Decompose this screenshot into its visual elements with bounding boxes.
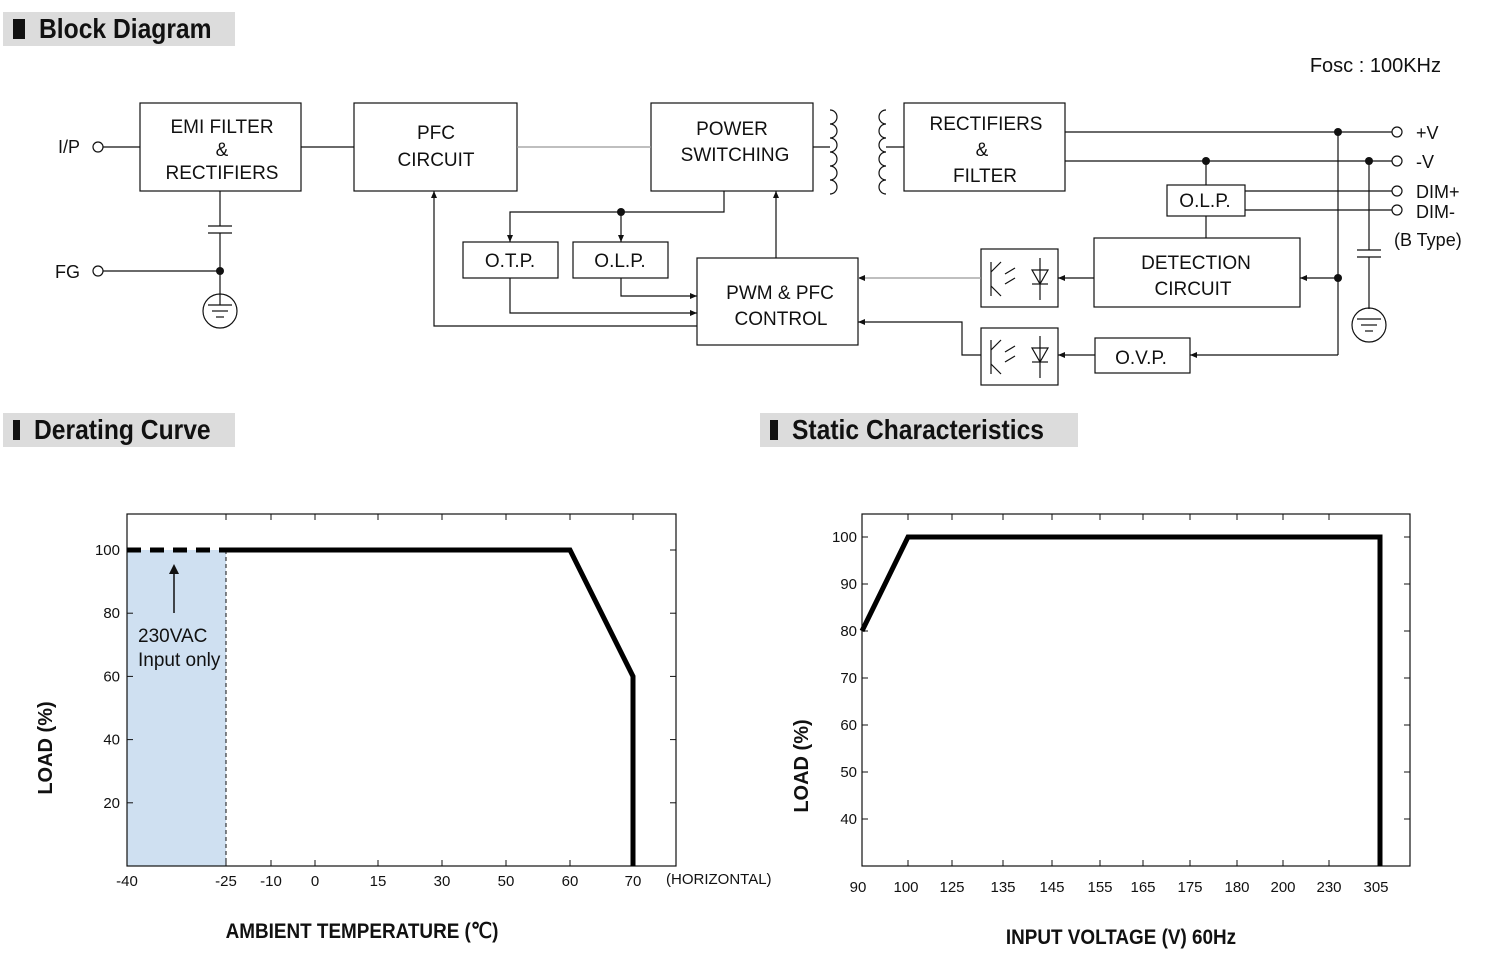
ground-icon xyxy=(1351,307,1387,343)
vminus-terminal xyxy=(1391,155,1403,167)
y-tick-label: 100 xyxy=(832,529,857,546)
input-terminal xyxy=(92,141,104,153)
x-tick-label: 50 xyxy=(498,873,515,890)
x-axis-label: AMBIENT TEMPERATURE (℃) xyxy=(226,920,499,943)
x-tick-label: -10 xyxy=(260,873,282,890)
annotation-line-1: 230VAC xyxy=(138,626,207,647)
y-tick-label: 50 xyxy=(840,764,857,781)
section-header-static-characteristics: Static Characteristics xyxy=(760,413,1078,447)
power-label-2: SWITCHING xyxy=(681,145,790,166)
y-tick-label: 40 xyxy=(840,811,857,828)
pfc-label-2: CIRCUIT xyxy=(397,150,474,171)
section-title: Derating Curve xyxy=(34,414,211,445)
dimminus-label: DIM- xyxy=(1416,202,1455,222)
detection-label-2: CIRCUIT xyxy=(1154,279,1231,300)
emi-label-2: & xyxy=(216,140,229,161)
x-tick-label: 305 xyxy=(1363,879,1388,896)
block-diagram: Fosc : 100KHz I/P FG EMI FILTER & RECTIF… xyxy=(55,55,1462,386)
x-tick-label: 15 xyxy=(370,873,387,890)
annotation-arrowhead xyxy=(169,564,179,574)
derating-curve-chart: -40 -25 -10 0 15 30 50 60 70 (HORIZONTAL) 100 80 60 4… xyxy=(35,513,772,943)
rect-label-2: & xyxy=(976,140,989,161)
x-tick-label: 145 xyxy=(1039,879,1064,896)
vminus-label: -V xyxy=(1416,152,1434,172)
fg-label: FG xyxy=(55,262,80,282)
x-tick-label: 30 xyxy=(434,873,451,890)
section-title: Block Diagram xyxy=(38,13,212,44)
optocoupler-glyph xyxy=(990,258,1050,300)
ovp-label: O.V.P. xyxy=(1115,348,1167,369)
x-axis-label: INPUT VOLTAGE (V) 60Hz xyxy=(1006,926,1236,949)
pwm-label-2: CONTROL xyxy=(735,309,828,330)
x-tick-label: 155 xyxy=(1087,879,1112,896)
pfc-circuit-box xyxy=(353,102,518,192)
annotation-line-2: Input only xyxy=(138,650,221,671)
x-tick-label: 100 xyxy=(893,879,918,896)
olp-output-label: O.L.P. xyxy=(1179,191,1230,212)
section-header-derating-curve: Derating Curve xyxy=(3,413,235,447)
pwm-label-1: PWM & PFC xyxy=(726,283,834,304)
square-bullet-icon xyxy=(13,19,25,39)
detection-circuit-box xyxy=(1093,237,1301,308)
shaded-region xyxy=(127,550,226,866)
static-characteristics-chart: 90 100 125 135 145 155 165 175 180 200 230 305 100 90… xyxy=(791,513,1411,949)
square-bullet-icon xyxy=(13,420,21,440)
series-line xyxy=(226,547,636,866)
section-header-block-diagram: Block Diagram xyxy=(3,12,235,46)
x-tick-label: -25 xyxy=(215,873,237,890)
series-line xyxy=(859,534,1383,866)
dimplus-terminal xyxy=(1391,185,1403,197)
optocoupler-1 xyxy=(980,248,1059,308)
dimminus-terminal xyxy=(1391,204,1403,216)
rect-label-1: RECTIFIERS xyxy=(930,114,1043,135)
x-tick-label: 0 xyxy=(311,873,319,890)
dimplus-label: DIM+ xyxy=(1416,182,1460,202)
emi-label-1: EMI FILTER xyxy=(170,117,273,138)
y-tick-label: 80 xyxy=(103,605,120,622)
emi-label-3: RECTIFIERS xyxy=(166,163,279,184)
plot-frame xyxy=(861,513,1411,867)
x-tick-label: 165 xyxy=(1130,879,1155,896)
optocoupler-glyph xyxy=(990,336,1050,378)
vplus-terminal xyxy=(1391,126,1403,138)
y-tick-label: 80 xyxy=(840,623,857,640)
y-axis-label: LOAD (%) xyxy=(35,701,57,794)
x-tick-label: -40 xyxy=(116,873,138,890)
pfc-label-1: PFC xyxy=(417,123,455,144)
y-tick-label: 40 xyxy=(103,732,120,749)
x-tick-label: 175 xyxy=(1177,879,1202,896)
y-tick-label: 100 xyxy=(95,542,120,559)
y-tick-label: 60 xyxy=(840,717,857,734)
x-tick-label: 200 xyxy=(1270,879,1295,896)
vplus-label: +V xyxy=(1416,123,1439,143)
x-tick-label: 180 xyxy=(1224,879,1249,896)
section-title: Static Characteristics xyxy=(791,414,1044,445)
pwm-pfc-control-box xyxy=(696,257,859,346)
x-tick-label: 90 xyxy=(850,879,867,896)
optocoupler-2 xyxy=(980,327,1059,386)
x-tick-label: (HORIZONTAL) xyxy=(666,871,772,888)
x-tick-label: 60 xyxy=(562,873,579,890)
y-tick-label: 60 xyxy=(103,668,120,685)
fg-terminal xyxy=(92,265,104,277)
olp-label: O.L.P. xyxy=(594,251,645,272)
x-tick-label: 230 xyxy=(1316,879,1341,896)
power-label-1: POWER xyxy=(696,119,768,140)
square-bullet-icon xyxy=(770,420,778,440)
y-axis-label: LOAD (%) xyxy=(791,719,813,812)
detection-label-1: DETECTION xyxy=(1141,253,1251,274)
otp-label: O.T.P. xyxy=(485,251,535,272)
y-tick-label: 70 xyxy=(840,670,857,687)
y-tick-label: 20 xyxy=(103,795,120,812)
btype-label: (B Type) xyxy=(1394,230,1462,250)
x-tick-label: 125 xyxy=(939,879,964,896)
input-label: I/P xyxy=(58,137,80,157)
x-tick-label: 70 xyxy=(625,873,642,890)
rect-label-3: FILTER xyxy=(953,166,1017,187)
x-tick-label: 135 xyxy=(990,879,1015,896)
fosc-label: Fosc : 100KHz xyxy=(1310,55,1441,77)
y-tick-label: 90 xyxy=(840,576,857,593)
plot-frame xyxy=(126,513,677,867)
